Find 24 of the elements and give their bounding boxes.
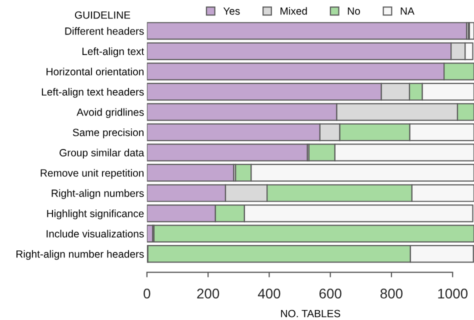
x-axis-title: NO. TABLES xyxy=(281,310,340,318)
y-tick-label: Right-align numbers xyxy=(52,189,144,200)
x-tick-label: 400 xyxy=(258,288,280,299)
legend-label: Yes xyxy=(223,7,240,15)
legend-label: No xyxy=(348,7,360,15)
legend-label: Mixed xyxy=(280,7,307,15)
y-tick-label: Group similar data xyxy=(60,148,144,158)
y-tick-label: Same precision xyxy=(72,128,144,138)
y-tick-label: Include visualizations xyxy=(46,230,144,238)
y-tick-label: Different headers xyxy=(65,27,144,35)
y-tick-label: Horizontal orientation xyxy=(46,68,144,76)
y-tick-label: Left-align text xyxy=(82,47,144,58)
y-tick-label: Avoid gridlines xyxy=(76,108,144,118)
y-tick-label: Right-align number headers xyxy=(16,250,144,260)
y-tick-label: Remove unit repetition xyxy=(40,169,144,179)
x-tick-label: 0 xyxy=(144,288,150,299)
x-tick-label: 600 xyxy=(319,288,342,299)
y-tick-label: Left-align text headers xyxy=(42,88,144,98)
y-axis-title: GUIDELINE xyxy=(74,11,130,19)
x-tick-label: 200 xyxy=(197,288,220,299)
x-tick-label: 1000 xyxy=(438,288,468,299)
y-tick-label: Highlight significance xyxy=(47,210,144,220)
legend-label: NA xyxy=(400,7,414,15)
x-tick-label: 800 xyxy=(380,288,403,299)
